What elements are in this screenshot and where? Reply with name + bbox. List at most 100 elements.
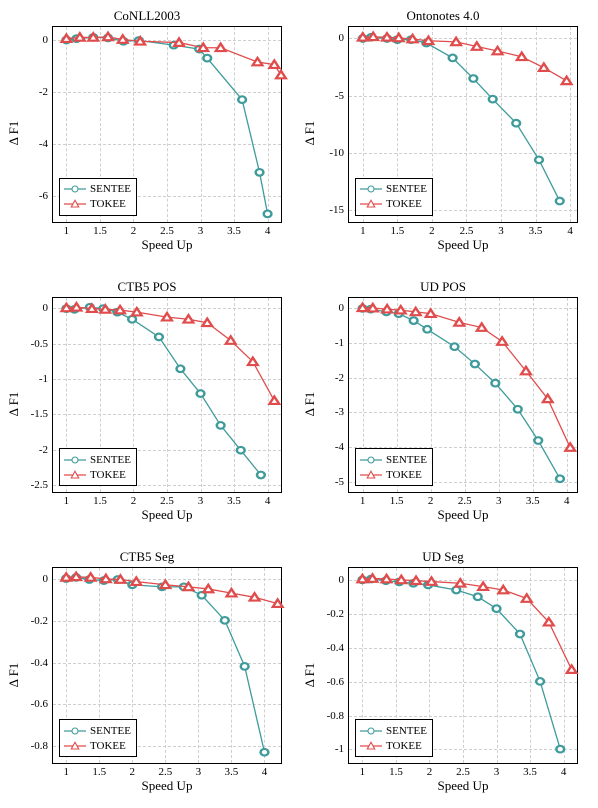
xtick-label: 4 [265, 492, 271, 507]
xtick-label: 3 [494, 763, 500, 778]
x-axis-label: Speed Up [52, 507, 282, 523]
plot-area: -15-10-5011.522.533.54SENTEETOKEE [348, 26, 578, 223]
legend-label: TOKEE [386, 740, 422, 752]
y-axis-label: Δ F1 [6, 392, 22, 417]
panel-title: UD Seg [302, 549, 584, 565]
triangle-icon [64, 198, 86, 210]
panel-title: Ontonotes 4.0 [302, 8, 584, 24]
xtick-label: 1 [64, 222, 70, 237]
triangle-icon [64, 740, 86, 752]
legend-row: TOKEE [360, 738, 427, 753]
y-axis-label: Δ F1 [302, 662, 318, 687]
legend-label: TOKEE [386, 198, 422, 210]
xtick-label: 2 [131, 222, 137, 237]
legend-row: SENTEE [360, 182, 427, 197]
ytick-label: -4 [39, 138, 53, 150]
xtick-label: 1 [360, 222, 366, 237]
panel-title: CoNLL2003 [6, 8, 288, 24]
xtick-label: 3 [498, 222, 504, 237]
ytick-label: 0 [43, 34, 54, 46]
circle-icon [64, 183, 86, 195]
y-axis-label: Δ F1 [302, 392, 318, 417]
panel-ctb5seg: CTB5 Seg-0.8-0.6-0.4-0.2011.522.533.54SE… [6, 553, 288, 796]
legend-row: SENTEE [64, 723, 131, 738]
panel-title: CTB5 POS [6, 279, 288, 295]
legend-label: SENTEE [386, 183, 427, 195]
legend-row: TOKEE [360, 467, 427, 482]
xtick-label: 3 [496, 492, 502, 507]
panel-ontonotes: Ontonotes 4.0-15-10-5011.522.533.54SENTE… [302, 12, 584, 255]
ytick-label: -5 [335, 476, 349, 488]
y-axis-label: Δ F1 [6, 662, 22, 687]
xtick-label: 3.5 [523, 763, 537, 778]
ytick-label: 0 [339, 574, 350, 586]
y-axis-label: Δ F1 [302, 121, 318, 146]
ytick-label: -4 [335, 441, 349, 453]
ytick-label: -2 [335, 372, 349, 384]
ytick-label: -0.6 [327, 676, 349, 688]
xtick-label: 1.5 [389, 763, 403, 778]
xtick-label: 4 [564, 492, 570, 507]
legend: SENTEETOKEE [355, 448, 433, 486]
legend-label: SENTEE [90, 183, 131, 195]
ytick-label: 0 [43, 302, 54, 314]
xtick-label: 2.5 [160, 492, 174, 507]
xtick-label: 2 [130, 763, 136, 778]
ytick-label: -2 [39, 86, 53, 98]
legend-label: SENTEE [90, 454, 131, 466]
xtick-label: 3.5 [227, 222, 241, 237]
xtick-label: 1.5 [390, 492, 404, 507]
legend: SENTEE TOKEE [355, 719, 433, 757]
xtick-label: 1.5 [92, 763, 106, 778]
xtick-label: 3.5 [526, 492, 540, 507]
x-axis-label: Speed Up [348, 237, 578, 253]
legend-label: SENTEE [386, 725, 427, 737]
xtick-label: 2.5 [458, 492, 472, 507]
x-axis-label: Speed Up [52, 778, 282, 794]
ytick-label: -1.5 [31, 408, 53, 420]
ytick-label: 0 [43, 573, 54, 585]
xtick-label: 1 [64, 492, 70, 507]
ytick-label: -1 [39, 373, 53, 385]
plot-area: -5-4-3-2-1011.522.533.54SENTEETOKEE [348, 297, 578, 494]
ytick-label: -1 [335, 337, 349, 349]
x-axis-label: Speed Up [52, 237, 282, 253]
ytick-label: -2 [39, 444, 53, 456]
xtick-label: 3 [198, 492, 204, 507]
xtick-label: 2.5 [460, 222, 474, 237]
ytick-label: -10 [329, 147, 349, 159]
panel-conll: CoNLL2003-6-4-2011.522.533.54SENTEETOKEE… [6, 12, 288, 255]
figure-page: CoNLL2003-6-4-2011.522.533.54SENTEETOKEE… [0, 0, 598, 808]
xtick-label: 1 [360, 763, 366, 778]
legend-row: SENTEE [64, 452, 131, 467]
ytick-label: -0.2 [327, 608, 349, 620]
ytick-label: -0.4 [31, 657, 53, 669]
legend-label: TOKEE [90, 740, 126, 752]
xtick-label: 1 [360, 492, 366, 507]
xtick-label: 3.5 [529, 222, 543, 237]
legend: SENTEE TOKEE [355, 178, 433, 216]
xtick-label: 4 [262, 763, 268, 778]
panel-title: UD POS [302, 279, 584, 295]
circle-icon [360, 725, 382, 737]
plot-area: -6-4-2011.522.533.54SENTEETOKEE [52, 26, 282, 223]
y-axis-label: Δ F1 [6, 121, 22, 146]
ytick-label: 0 [339, 302, 350, 314]
ytick-label: -0.6 [31, 698, 53, 710]
ytick-label: -3 [335, 406, 349, 418]
panel-ctb5pos: CTB5 POS-2.5-2-1.5-1-0.5011.522.533.54SE… [6, 283, 288, 526]
panel-grid: CoNLL2003-6-4-2011.522.533.54SENTEETOKEE… [0, 0, 598, 808]
legend-row: TOKEE [360, 197, 427, 212]
xtick-label: 2.5 [456, 763, 470, 778]
circle-icon [64, 725, 86, 737]
ytick-label: -0.8 [31, 740, 53, 752]
panel-udpos: UD POS-5-4-3-2-1011.522.533.54SENTEETOKE… [302, 283, 584, 526]
legend-label: SENTEE [90, 725, 131, 737]
legend-label: TOKEE [90, 198, 126, 210]
legend-label: TOKEE [90, 469, 126, 481]
legend-row: TOKEE [64, 738, 131, 753]
ytick-label: -5 [335, 90, 349, 102]
triangle-icon [64, 469, 86, 481]
circle-icon [64, 454, 86, 466]
ytick-label: -15 [329, 204, 349, 216]
